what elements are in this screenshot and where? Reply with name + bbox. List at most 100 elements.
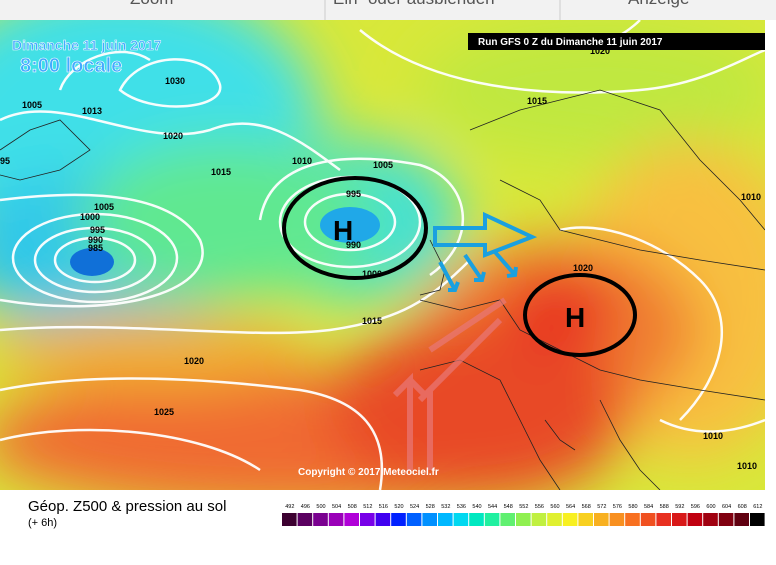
scale-swatch [297,513,313,526]
scale-swatch [703,513,718,526]
isobar-label: 985 [88,243,103,253]
scale-label: 544 [488,504,497,510]
scale-swatch [391,513,406,526]
scale-swatch [656,513,671,526]
isobar-label: 990 [88,235,103,245]
isobar-label: 1015 [362,316,382,326]
scale-label: 580 [628,504,637,510]
scale-swatch [516,513,531,526]
time-label: 8:00 locale [20,55,122,77]
scale-label: 560 [550,504,559,510]
isobar-label: 1013 [82,106,102,116]
scale-swatch [531,513,547,526]
scale-swatch [625,513,640,526]
scale-label: 536 [457,504,466,510]
scale-swatch [313,513,328,526]
isobar-label: 1010 [741,192,761,202]
scale-label: 492 [285,504,294,510]
scale-label: 500 [316,504,325,510]
scale-swatch [406,513,422,526]
toolbar-item[interactable]: Ein- oder ausblenden [333,0,495,8]
isobar-label: 1025 [154,407,174,417]
scale-swatch [750,513,765,526]
scale-label: 604 [722,504,731,510]
isobar-label: 1010 [292,156,312,166]
run-label: Run GFS 0 Z du Dimanche 11 juin 2017 [478,37,663,48]
scale-label: 600 [706,504,715,510]
scale-label: 568 [582,504,591,510]
copyright: Copyright © 2017 Meteociel.fr [298,467,439,478]
scale-swatch [438,513,453,526]
arrows [392,211,538,470]
scale-swatch [640,513,656,526]
isobar-label: 1010 [703,431,723,441]
scale-label: 576 [613,504,622,510]
scale-label: 588 [660,504,669,510]
map [0,20,765,490]
isobar-label: 1000 [362,269,382,279]
scale-label: 572 [597,504,606,510]
scale-label: 548 [504,504,513,510]
scale-swatch [453,513,469,526]
isobar-label: 95 [0,156,10,166]
isobar-label: 1015 [211,167,231,177]
scale-swatch [422,513,437,526]
scale-label: 512 [363,504,372,510]
scale-swatch [609,513,625,526]
scale-swatch [547,513,562,526]
scale-swatch [282,513,297,526]
scale-swatch [328,513,344,526]
scale-swatch [360,513,375,526]
scale-swatch [469,513,484,526]
scale-label: 528 [426,504,435,510]
toolbar-item[interactable]: Zoom [130,0,173,8]
scale-label: 584 [644,504,653,510]
toolbar [0,0,776,20]
scale-label: 608 [738,504,747,510]
isobar-label: 1005 [94,202,114,212]
scale-label: 520 [394,504,403,510]
footer-title: Géop. Z500 & pression au sol [28,498,226,515]
scale-label: 592 [675,504,684,510]
isobar-label: 1015 [527,96,547,106]
scale-swatch [500,513,515,526]
scale-swatch [594,513,609,526]
run-box [468,33,765,50]
scale-swatch [375,513,391,526]
scale-label: 504 [332,504,341,510]
scale-label: 552 [519,504,528,510]
high-label: H [565,302,585,333]
isobar-label: 1020 [184,356,204,366]
isobar-label: 1020 [573,263,593,273]
scale-swatch [578,513,593,526]
isobar-label: 1005 [22,100,42,110]
scale-label: 508 [348,504,357,510]
isobar-label: 1020 [590,46,610,56]
scale-swatch [484,513,500,526]
date-label: Dimanche 11 juin 2017 [12,37,162,53]
scale-swatch [672,513,687,526]
scale-swatch [562,513,578,526]
scale-swatch [344,513,359,526]
isobar-label: 1030 [165,76,185,86]
scale-label: 540 [472,504,481,510]
footer-step: (+ 6h) [28,517,57,529]
isobar-label: 1020 [163,131,183,141]
scale-label: 496 [301,504,310,510]
scale-label: 556 [535,504,544,510]
isobar-label: 1010 [737,461,757,471]
high-label: H [333,215,353,246]
isobar-label: 1000 [80,212,100,222]
isobar-label: 995 [346,189,361,199]
toolbar-item[interactable]: Anzeige [628,0,689,8]
scale-label: 524 [410,504,419,510]
isobar-label: 995 [90,225,105,235]
scale-swatch [734,513,749,526]
scale-swatch [687,513,703,526]
scale-label: 596 [691,504,700,510]
scale-label: 532 [441,504,450,510]
isobar-label: 1005 [373,160,393,170]
scale-label: 564 [566,504,575,510]
scale-label: 516 [379,504,388,510]
